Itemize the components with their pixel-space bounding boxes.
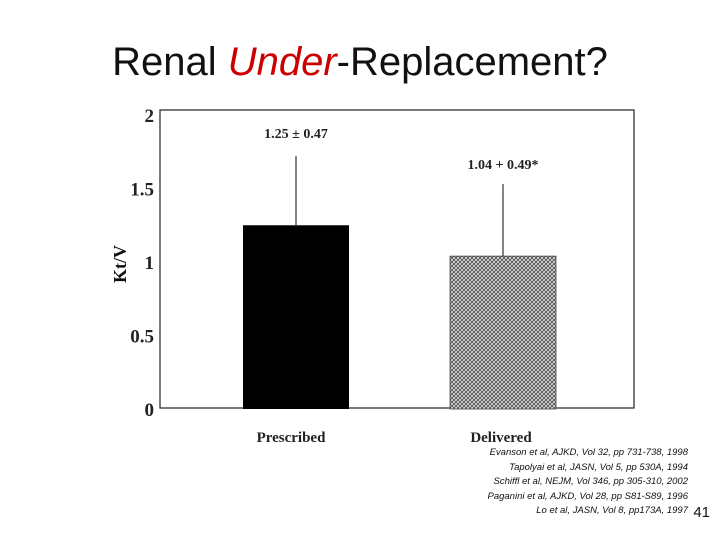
- y-tick-label: 0: [145, 400, 155, 421]
- slide-title: Renal Under-Replacement?: [0, 42, 720, 82]
- title-text-end: -Replacement?: [336, 40, 608, 84]
- bars: [243, 225, 557, 410]
- citation: Evanson et al, AJKD, Vol 32, pp 731-738,…: [489, 447, 688, 458]
- y-tick-label: 1.5: [130, 180, 154, 201]
- x-category-labels: Prescribed Delivered: [257, 430, 533, 446]
- data-label-delivered: 1.04 + 0.49*: [468, 158, 539, 173]
- plot-frame: [159, 109, 635, 409]
- data-labels: 1.25 ± 0.47 1.04 + 0.49*: [264, 127, 538, 173]
- y-tick-label: 0.5: [130, 327, 154, 348]
- citations: Evanson et al, AJKD, Vol 32, pp 731-738,…: [440, 446, 688, 519]
- data-label-prescribed: 1.25 ± 0.47: [264, 127, 328, 142]
- page-number: 41: [693, 504, 710, 521]
- citation: Lo et al, JASN, Vol 8, pp173A, 1997: [536, 505, 688, 516]
- bar-delivered: [449, 255, 557, 410]
- y-tick-label: 1: [145, 253, 155, 274]
- x-label-prescribed: Prescribed: [257, 430, 327, 446]
- title-text-start: Renal: [112, 40, 228, 84]
- citation: Paganini et al, AJKD, Vol 28, pp S81-S89…: [487, 490, 688, 502]
- kt-v-bar-chart: Kt/V 0 0.5 1 1.5 2 1.25 ± 0.47 1.04 + 0.49* P…: [110, 106, 635, 446]
- title-accent-word: Under: [227, 40, 337, 84]
- error-bars: [295, 156, 504, 257]
- y-tick-label: 2: [145, 106, 155, 127]
- bar-prescribed: [243, 225, 349, 409]
- citation: Tapolyai et al, JASN, Vol 5, pp 530A, 19…: [509, 461, 688, 473]
- x-label-delivered: Delivered: [470, 430, 532, 446]
- citation: Schiffl et al, NEJM, Vol 346, pp 305-310…: [493, 476, 688, 487]
- y-tick-labels: 0 0.5 1 1.5 2: [130, 106, 154, 421]
- y-axis-label: Kt/V: [110, 245, 130, 283]
